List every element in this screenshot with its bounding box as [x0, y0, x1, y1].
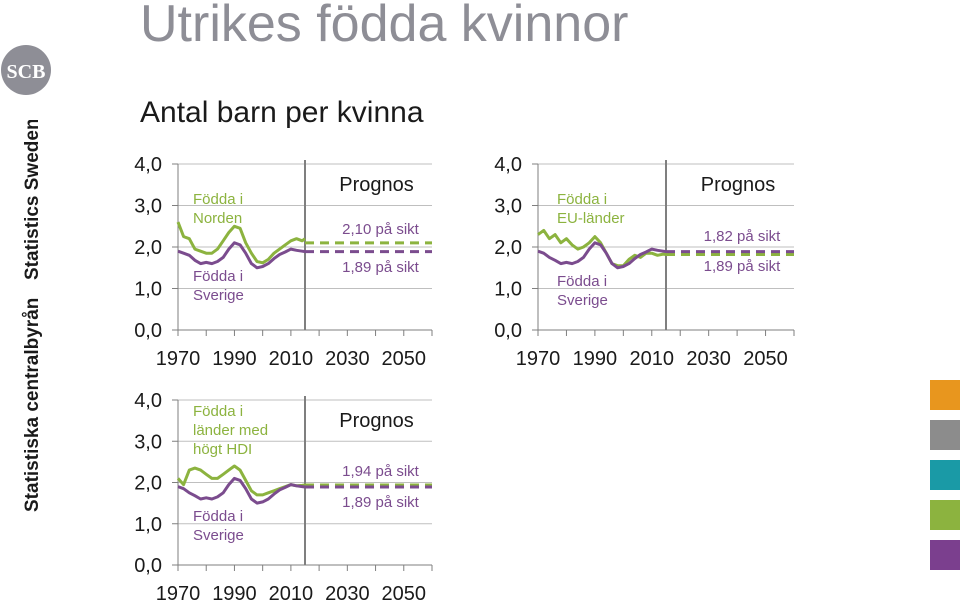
y-tick-label: 0,0 [494, 320, 522, 342]
series-line [177, 241, 306, 270]
x-tick-label: 2030 [325, 348, 370, 370]
series-label: Födda i [193, 508, 243, 525]
y-tick-label: 4,0 [134, 154, 162, 176]
forecast-value-label: 1,89 på sikt [704, 258, 782, 275]
forecast-value-label: 2,10 på sikt [342, 221, 420, 238]
series-label: Födda i [193, 403, 243, 420]
org-name-block: Statistics Sweden Statistiska centralbyr… [22, 120, 43, 512]
x-tick-label: 1990 [212, 348, 257, 370]
y-tick-label: 1,0 [494, 279, 522, 301]
x-tick-label: 2010 [269, 583, 314, 601]
x-tick-label: 2030 [686, 348, 731, 370]
color-swatch [930, 380, 960, 410]
series-label: länder med [193, 422, 268, 439]
series-label: Födda i [193, 268, 243, 285]
forecast-value-label: 1,89 på sikt [342, 259, 420, 276]
page-subtitle: Antal barn per kvinna [140, 96, 424, 129]
series-label: Födda i [557, 191, 607, 208]
series-label: Sverige [193, 287, 244, 304]
x-tick-label: 2030 [325, 583, 370, 601]
y-tick-label: 0,0 [134, 555, 162, 577]
x-tick-label: 1990 [573, 348, 618, 370]
scb-logo: SCB [1, 45, 51, 95]
x-tick-label: 2050 [382, 583, 427, 601]
y-tick-label: 0,0 [134, 320, 162, 342]
x-tick-label: 1970 [156, 348, 201, 370]
x-tick-label: 2050 [382, 348, 427, 370]
forecast-label: Prognos [339, 174, 414, 196]
series-label: Sverige [193, 527, 244, 544]
color-swatch [930, 460, 960, 490]
page-title: Utrikes födda kvinnor [140, 0, 629, 53]
forecast-label: Prognos [339, 410, 414, 432]
series-label: Födda i [193, 191, 243, 208]
series-label: högt HDI [193, 441, 252, 458]
org-name-sv: Statistiska centralbyrån [22, 298, 43, 512]
x-tick-label: 1990 [212, 583, 257, 601]
y-tick-label: 3,0 [494, 196, 522, 218]
y-tick-label: 3,0 [134, 196, 162, 218]
x-tick-label: 2050 [743, 348, 788, 370]
forecast-value-label: 1,89 på sikt [342, 494, 420, 511]
series-label: EU-länder [557, 210, 625, 227]
y-tick-label: 2,0 [134, 473, 162, 495]
series-line [177, 476, 306, 505]
forecast-value-label: 1,82 på sikt [704, 228, 782, 245]
series-line [537, 241, 667, 270]
series-line [176, 221, 306, 265]
logo-text: SCB [7, 61, 46, 83]
series-label: Norden [193, 210, 242, 227]
color-swatch [930, 500, 960, 530]
y-tick-label: 2,0 [494, 237, 522, 259]
x-tick-label: 2010 [269, 348, 314, 370]
x-tick-label: 1970 [516, 348, 561, 370]
y-tick-label: 4,0 [134, 390, 162, 412]
x-tick-label: 2010 [630, 348, 675, 370]
series-label: Födda i [557, 273, 607, 290]
y-tick-label: 1,0 [134, 514, 162, 536]
forecast-label: Prognos [701, 174, 776, 196]
forecast-value-label: 1,94 på sikt [342, 463, 420, 480]
y-tick-label: 3,0 [134, 431, 162, 453]
y-tick-label: 4,0 [494, 154, 522, 176]
series-label: Sverige [557, 292, 608, 309]
org-name-en: Statistics Sweden [22, 120, 43, 280]
color-swatch [930, 420, 960, 450]
y-tick-label: 2,0 [134, 237, 162, 259]
x-tick-label: 1970 [156, 583, 201, 601]
color-swatch [930, 540, 960, 570]
y-tick-label: 1,0 [134, 279, 162, 301]
